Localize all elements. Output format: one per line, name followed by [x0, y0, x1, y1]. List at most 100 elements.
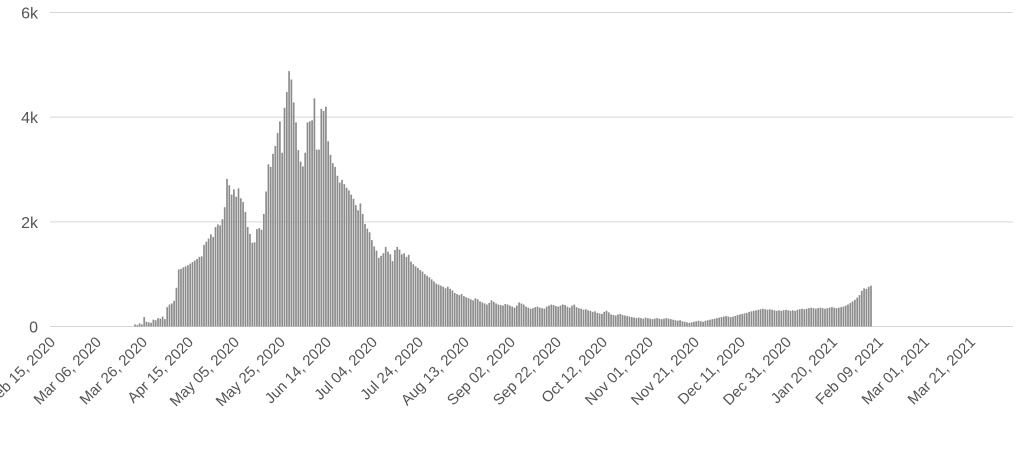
bar — [458, 295, 461, 327]
bar — [474, 298, 477, 327]
bar — [552, 305, 555, 327]
bar — [702, 321, 704, 327]
bar — [541, 308, 543, 327]
bar — [591, 311, 594, 327]
bar — [306, 122, 309, 327]
bar — [290, 79, 293, 327]
bar — [164, 319, 166, 327]
bar — [601, 313, 603, 327]
bar — [557, 306, 560, 327]
bar — [228, 185, 231, 327]
bar — [423, 274, 426, 327]
bar — [361, 213, 364, 327]
bar — [619, 313, 622, 327]
bar — [624, 315, 626, 327]
bar — [571, 305, 573, 327]
bar — [647, 318, 649, 327]
bar — [166, 307, 169, 327]
bar — [605, 310, 608, 327]
bar — [683, 321, 686, 327]
bar — [628, 316, 631, 327]
bar — [653, 318, 656, 327]
bar — [808, 308, 810, 327]
bar — [699, 321, 702, 327]
bar — [136, 324, 139, 327]
bar — [426, 275, 428, 327]
bar — [594, 311, 596, 327]
bar — [403, 253, 405, 327]
bar — [200, 256, 203, 327]
bar — [637, 317, 640, 327]
bar — [856, 297, 859, 327]
bar — [230, 194, 233, 327]
bar — [713, 318, 716, 327]
bar — [686, 322, 688, 327]
bar — [851, 301, 854, 327]
bar — [573, 304, 576, 327]
bar — [858, 295, 861, 327]
bar — [405, 256, 408, 327]
bar — [559, 305, 562, 327]
bar — [681, 321, 684, 327]
bar — [212, 237, 215, 327]
bar — [525, 306, 527, 327]
bar — [444, 288, 447, 327]
bar — [366, 228, 369, 327]
bar — [322, 110, 325, 327]
bar — [253, 242, 256, 327]
bar — [757, 309, 760, 327]
bar — [134, 324, 136, 327]
bar — [350, 194, 353, 327]
bar — [221, 219, 224, 327]
bar — [154, 320, 157, 327]
bar — [173, 300, 175, 327]
bar — [670, 319, 672, 327]
bar — [555, 306, 557, 327]
bar — [582, 309, 585, 327]
bar — [626, 316, 629, 327]
bar — [561, 304, 564, 327]
bar — [348, 190, 350, 327]
bar — [780, 310, 783, 327]
bar — [794, 310, 796, 327]
bar — [463, 296, 465, 327]
bar — [667, 318, 670, 327]
bar — [630, 317, 633, 327]
bar — [189, 263, 192, 327]
bar — [274, 145, 277, 327]
bar — [833, 307, 836, 327]
bar — [269, 166, 272, 327]
bar — [536, 306, 539, 327]
bar — [849, 302, 852, 327]
bar — [168, 304, 171, 327]
bar — [764, 309, 767, 327]
bar — [545, 306, 548, 327]
bar — [743, 313, 746, 327]
bar — [837, 307, 840, 327]
bar — [292, 102, 295, 327]
bar — [854, 299, 856, 327]
bar — [810, 307, 813, 327]
bar — [522, 304, 525, 327]
bar — [177, 269, 180, 327]
bar — [203, 244, 205, 327]
bar — [456, 294, 458, 327]
bar — [465, 297, 468, 327]
bar — [722, 316, 725, 327]
bar — [538, 307, 541, 327]
bar — [709, 319, 711, 327]
bar — [191, 262, 194, 327]
bar — [143, 317, 146, 327]
bar — [440, 285, 442, 327]
bar — [676, 320, 679, 327]
bar — [338, 182, 341, 327]
bar — [246, 227, 249, 327]
bar — [826, 308, 829, 327]
bar — [729, 317, 732, 327]
bar — [483, 303, 486, 327]
bar — [210, 234, 212, 327]
bar — [460, 294, 463, 327]
bar — [506, 304, 509, 327]
